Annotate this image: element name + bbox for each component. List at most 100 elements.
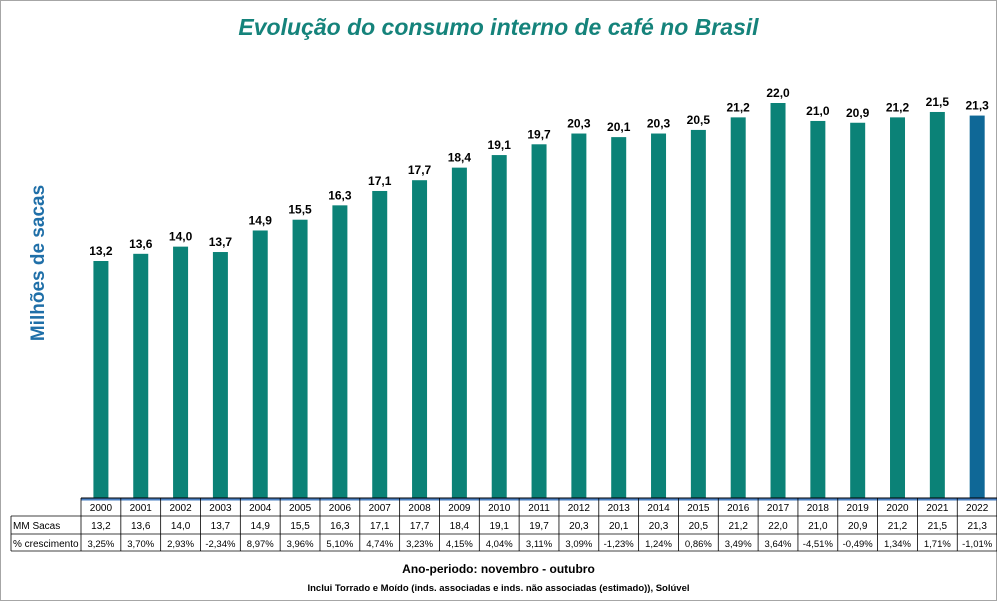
table-cell-sacas: 17,1 — [370, 521, 390, 532]
table-cell-crescimento: 4,15% — [446, 539, 473, 550]
x-tick-label: 2003 — [209, 503, 232, 514]
bar-value-label: 13,2 — [89, 244, 113, 258]
x-tick-label: 2008 — [408, 503, 431, 514]
x-tick-label: 2017 — [767, 503, 790, 514]
bar — [451, 167, 467, 499]
table-cell-crescimento: -4,51% — [803, 539, 834, 550]
bar — [730, 117, 746, 498]
table-cell-crescimento: 3,96% — [287, 539, 314, 550]
table-cell-sacas: 21,0 — [808, 521, 828, 532]
x-tick-label: 2006 — [329, 503, 352, 514]
x-tick-label: 2011 — [528, 503, 550, 514]
table-cell-crescimento: 3,49% — [725, 539, 752, 550]
bar-value-label: 16,3 — [328, 188, 352, 202]
bar — [93, 261, 109, 498]
table-cell-sacas: 20,3 — [649, 521, 669, 532]
x-tick-label: 2013 — [608, 503, 631, 514]
table-cell-crescimento: 3,70% — [127, 539, 154, 550]
table-cell-crescimento: 5,10% — [326, 539, 353, 550]
bar-value-label: 17,1 — [368, 174, 392, 188]
bar-value-label: 21,0 — [806, 104, 830, 118]
bar — [252, 230, 268, 498]
table-cell-sacas: 22,0 — [768, 521, 788, 532]
bar-value-label: 19,7 — [527, 127, 551, 141]
table-cell-sacas: 19,1 — [489, 521, 509, 532]
table-cell-sacas: 21,2 — [728, 521, 748, 532]
bar — [332, 205, 348, 498]
table-cell-sacas: 13,7 — [211, 521, 231, 532]
table-cell-crescimento: -2,34% — [205, 539, 236, 550]
table-cell-sacas: 19,7 — [529, 521, 549, 532]
table-cell-crescimento: 3,25% — [87, 539, 114, 550]
bar — [890, 117, 906, 498]
table-cell-crescimento: 2,93% — [167, 539, 194, 550]
table-cell-crescimento: 3,11% — [526, 539, 553, 550]
table-cell-crescimento: 3,09% — [565, 539, 592, 550]
x-tick-label: 2002 — [169, 503, 192, 514]
bar — [491, 155, 507, 498]
chart-footnote: Inclui Torrado e Moído (inds. associadas… — [307, 583, 690, 594]
bar-value-label: 20,9 — [846, 106, 870, 120]
table-cell-sacas: 13,6 — [131, 521, 151, 532]
bar-value-label: 18,4 — [448, 151, 472, 165]
x-tick-label: 2000 — [90, 503, 113, 514]
table-cell-sacas: 21,2 — [888, 521, 908, 532]
table-cell-sacas: 14,9 — [251, 521, 271, 532]
chart-title: Evolução do consumo interno de café no B… — [238, 14, 759, 40]
table-row-label-crescimento: % crescimento — [13, 539, 79, 550]
bar — [212, 252, 228, 498]
table-cell-sacas: 13,2 — [91, 521, 111, 532]
table-cell-sacas: 20,9 — [848, 521, 868, 532]
bar-value-label: 20,5 — [687, 113, 711, 127]
bar-value-label: 17,7 — [408, 163, 432, 177]
table-cell-crescimento: 8,97% — [247, 539, 274, 550]
x-tick-label: 2005 — [289, 503, 312, 514]
bar-value-label: 14,9 — [249, 213, 273, 227]
bar-value-label: 20,1 — [607, 120, 631, 134]
table-cell-sacas: 17,7 — [410, 521, 430, 532]
bar-value-label: 19,1 — [488, 138, 512, 152]
table-cell-crescimento: -1,01% — [962, 539, 993, 550]
bar — [810, 120, 826, 499]
table-cell-crescimento: 3,64% — [765, 539, 792, 550]
table-cell-sacas: 20,1 — [609, 521, 629, 532]
bar — [850, 122, 866, 498]
x-axis-label: Ano-periodo: novembro - outubro — [402, 562, 595, 576]
bar — [611, 137, 627, 498]
bar-value-label: 21,3 — [965, 99, 989, 113]
bar-value-label: 22,0 — [766, 86, 790, 100]
bar — [133, 253, 149, 498]
bar — [571, 133, 587, 499]
x-tick-label: 2012 — [568, 503, 591, 514]
bar — [690, 129, 706, 498]
x-tick-label: 2007 — [369, 503, 392, 514]
table-cell-crescimento: 3,23% — [406, 539, 433, 550]
x-tick-label: 2010 — [488, 503, 511, 514]
table-row-label-sacas: MM Sacas — [13, 521, 60, 532]
table-cell-sacas: 16,3 — [330, 521, 350, 532]
bar — [969, 115, 985, 499]
x-tick-label: 2015 — [687, 503, 710, 514]
bar-value-label: 15,5 — [288, 203, 312, 217]
x-tick-label: 2004 — [249, 503, 272, 514]
bar-value-label: 21,2 — [886, 100, 910, 114]
x-tick-label: 2014 — [647, 503, 670, 514]
table-cell-crescimento: 1,34% — [884, 539, 911, 550]
x-tick-label: 2016 — [727, 503, 750, 514]
table-cell-crescimento: -1,23% — [604, 539, 635, 550]
table-cell-crescimento: 4,74% — [366, 539, 393, 550]
bar — [292, 219, 308, 499]
bar — [929, 111, 945, 499]
bar-value-label: 21,5 — [926, 95, 950, 109]
bar — [372, 190, 388, 498]
bar-value-label: 13,7 — [209, 235, 233, 249]
table-cell-sacas: 14,0 — [171, 521, 191, 532]
table-cell-crescimento: 4,04% — [486, 539, 513, 550]
table-cell-sacas: 20,5 — [689, 521, 709, 532]
bar — [412, 180, 428, 499]
bar-value-label: 14,0 — [169, 230, 193, 244]
table-cell-crescimento: 0,86% — [685, 539, 712, 550]
bar — [531, 144, 547, 498]
bar-value-label: 13,6 — [129, 237, 153, 251]
table-cell-sacas: 20,3 — [569, 521, 589, 532]
